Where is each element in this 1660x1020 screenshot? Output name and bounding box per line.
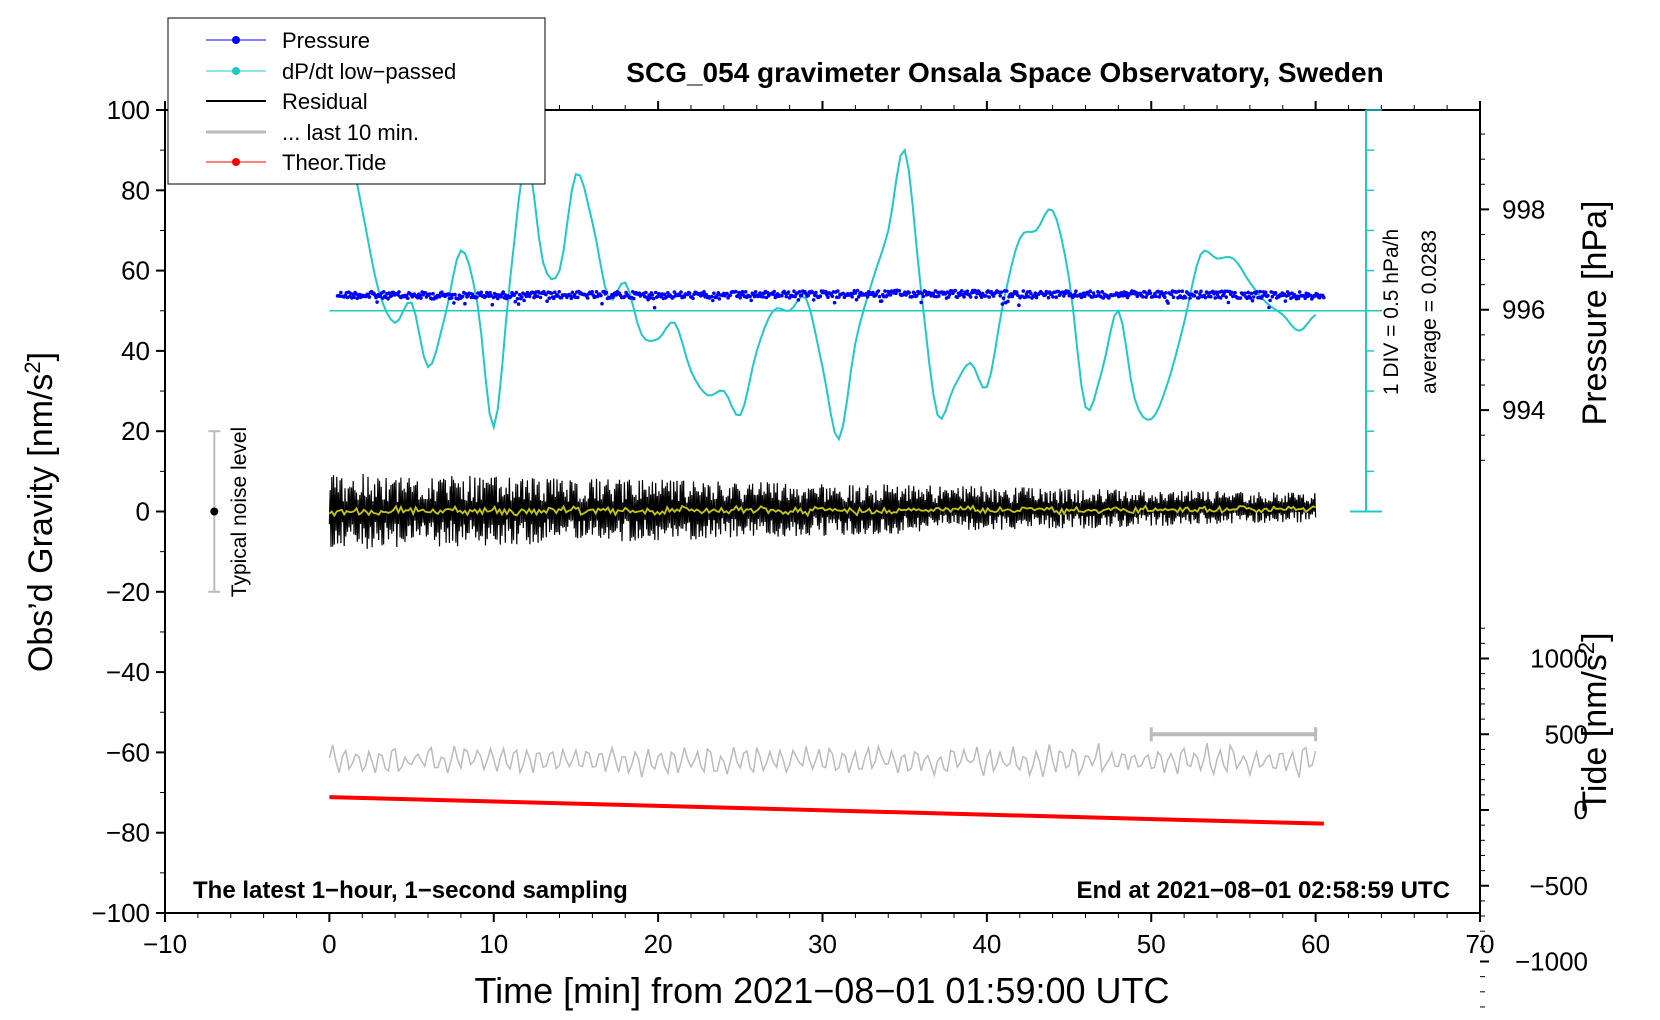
- y-tick-label: 0: [136, 497, 150, 527]
- y-tick-label: −100: [91, 898, 150, 928]
- x-tick-label: 10: [479, 929, 508, 959]
- x-tick-label: 70: [1466, 929, 1495, 959]
- legend-tide-label: Theor.Tide: [282, 150, 386, 175]
- residual-smooth-line: [328, 504, 1316, 518]
- y-tick-label: 40: [121, 336, 150, 366]
- pressure-tick-label: 998: [1502, 194, 1545, 224]
- annotations-group: [208, 430, 1318, 742]
- y-tick-label: −40: [106, 657, 150, 687]
- y-tick-label: 100: [107, 95, 150, 125]
- x-tick-label: −10: [143, 929, 187, 959]
- y-axis-label-pressure: Pressure [hPa]: [1576, 201, 1614, 426]
- noise-level-center: [210, 507, 219, 516]
- annotation-end-time: End at 2021−08−01 02:58:59 UTC: [1076, 877, 1450, 904]
- x-tick-label: 30: [808, 929, 837, 959]
- legend-last10-label: ... last 10 min.: [282, 120, 419, 145]
- x-tick-label: 40: [972, 929, 1001, 959]
- tide-tick-label: −1000: [1515, 947, 1588, 977]
- dpdt-series-line: [328, 109, 1317, 442]
- residual-series-line: [328, 473, 1317, 549]
- legend: Pressure dP/dt low−passed Residual ... l…: [167, 17, 546, 185]
- data-series: [328, 109, 1382, 826]
- last10-series-line: [328, 742, 1317, 779]
- legend-residual-label: Residual: [282, 89, 368, 114]
- legend-pressure-label: Pressure: [282, 28, 370, 53]
- chart-title: SCG_054 gravimeter Onsala Space Observat…: [626, 57, 1383, 88]
- y-tick-label: −80: [106, 818, 150, 848]
- legend-pressure-marker: [232, 36, 240, 44]
- x-tick-label: 50: [1137, 929, 1166, 959]
- x-axis-label: Time [min] from 2021−08−01 01:59:00 UTC: [474, 970, 1169, 1011]
- y-tick-label: 20: [121, 416, 150, 446]
- y-axis-label-gravity: Obs’d Gravity [nm/s2]: [20, 352, 61, 672]
- x-tick-label: 20: [644, 929, 673, 959]
- x-axis: −10 0 10 20 30 40 50 60 70: [143, 101, 1495, 959]
- annotation-sampling: The latest 1−hour, 1−second sampling: [193, 877, 628, 904]
- legend-dpdt-label: dP/dt low−passed: [282, 59, 456, 84]
- pressure-series-dots: [335, 288, 1326, 310]
- y-axis-pressure: 998 996 994: [1480, 133, 1545, 461]
- pressure-tick-label: 994: [1502, 395, 1545, 425]
- y-axis-left: 100 80 60 40 20 0 −20 −40 −60 −80 −100: [91, 95, 165, 928]
- y-tick-label: 60: [121, 256, 150, 286]
- y-tick-label: 80: [121, 175, 150, 205]
- y-tick-label: −60: [106, 737, 150, 767]
- noise-level-label: Typical noise level: [228, 427, 251, 597]
- y-tick-label: −20: [106, 577, 150, 607]
- tide-tick-label: −500: [1529, 871, 1588, 901]
- pressure-tick-label: 996: [1502, 295, 1545, 325]
- tide-tick-label: 500: [1545, 719, 1588, 749]
- legend-dpdt-marker: [232, 67, 240, 75]
- x-tick-label: 0: [322, 929, 336, 959]
- tide-tick-label: 1000: [1530, 644, 1588, 674]
- tide-series-line: [329, 795, 1324, 826]
- y-axis-label-tide: Tide [nm/s2]: [1574, 632, 1615, 811]
- pressure-scale-div-label: 1 DIV = 0.5 hPa/h: [1380, 229, 1403, 395]
- legend-tide-marker: [232, 158, 240, 166]
- x-tick-label: 60: [1301, 929, 1330, 959]
- pressure-scale-average-label: average = 0.0283: [1418, 230, 1441, 394]
- tide-tick-label: 0: [1574, 795, 1588, 825]
